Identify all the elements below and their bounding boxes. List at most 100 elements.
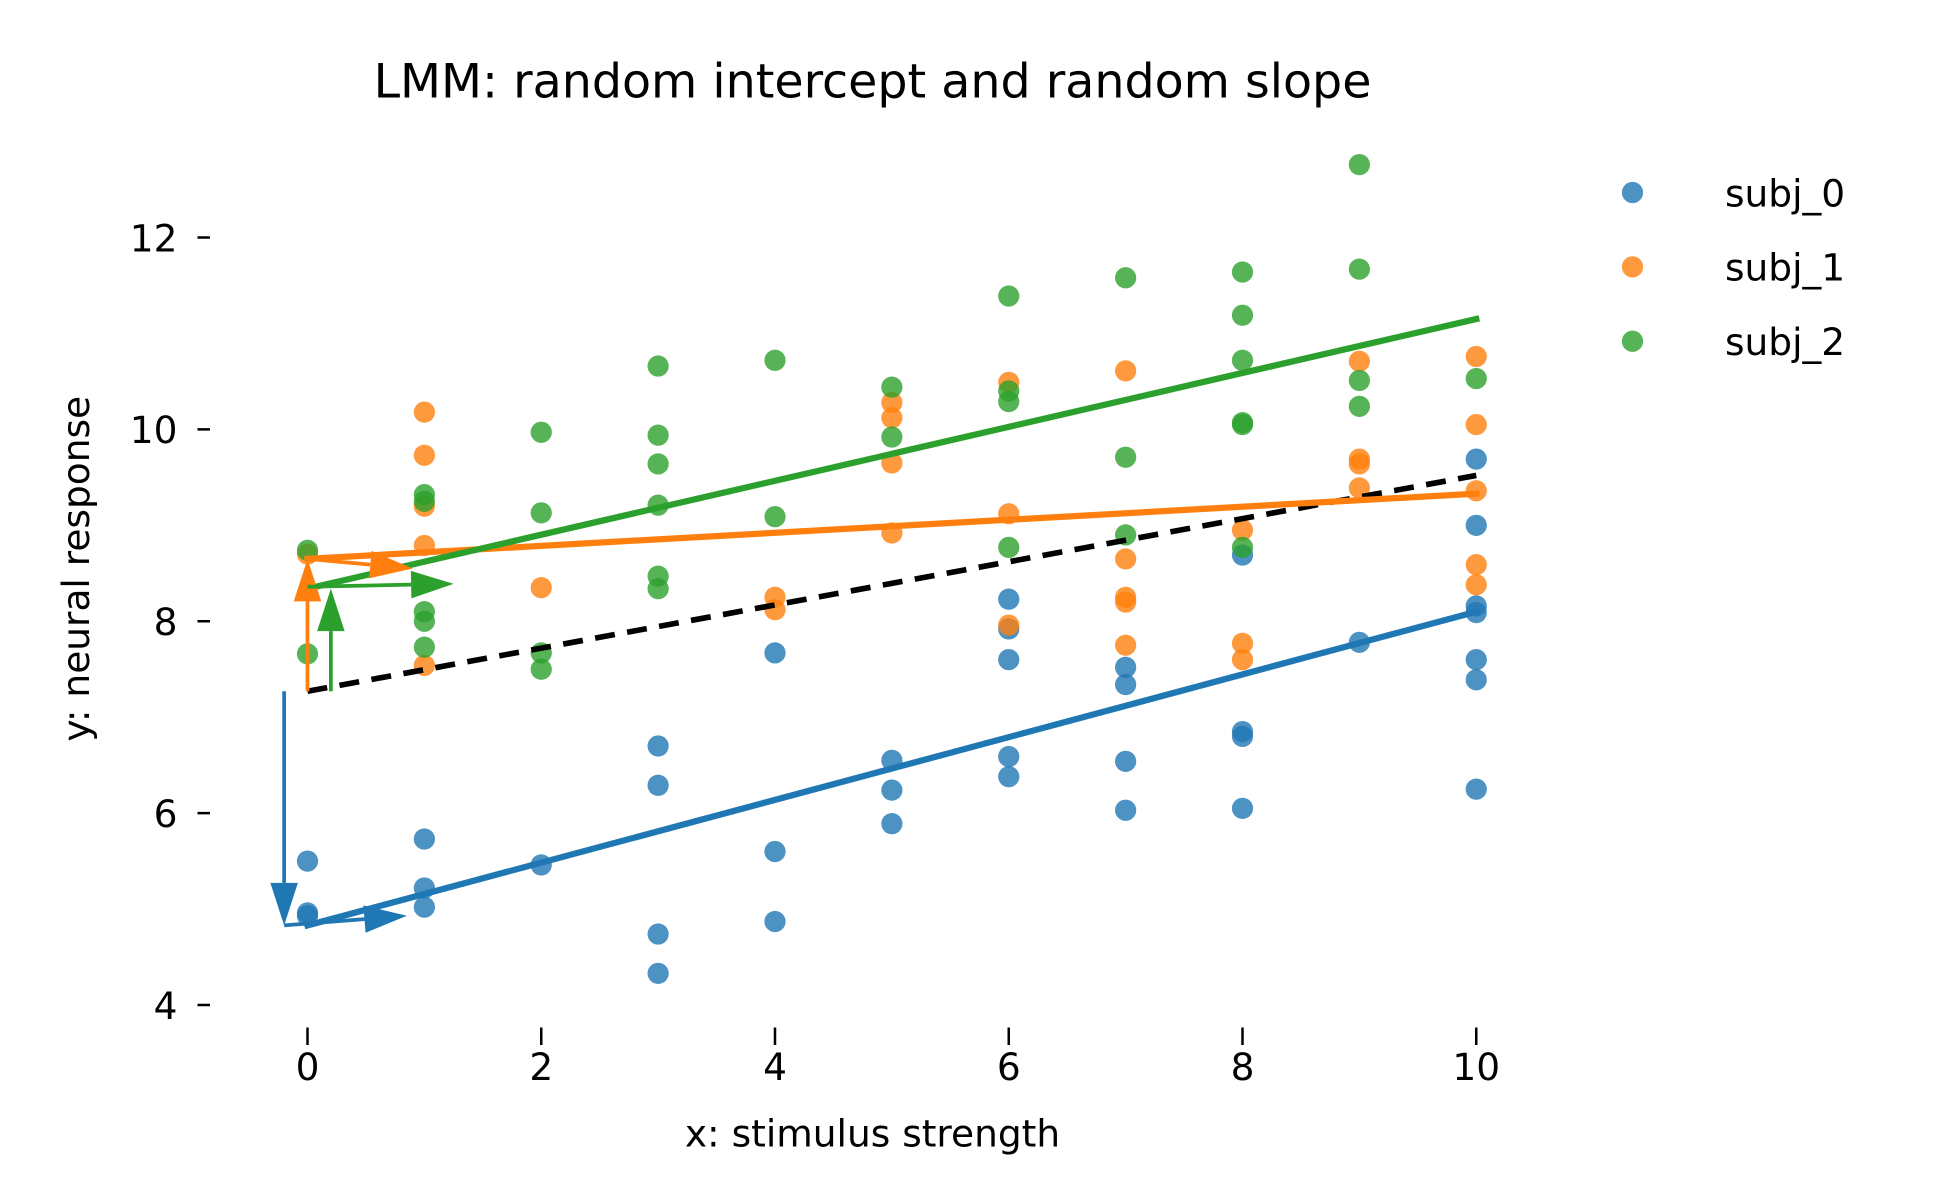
data-point-subj_0 xyxy=(764,840,786,863)
legend-marker-subj_1 xyxy=(1621,256,1644,278)
data-point-subj_2 xyxy=(530,502,552,524)
data-point-subj_0 xyxy=(1231,725,1254,747)
legend: subj_0 subj_1 subj_2 xyxy=(1621,171,1845,364)
data-point-subj_2 xyxy=(1231,536,1254,559)
data-point-subj_0 xyxy=(1115,750,1137,772)
data-point-subj_1 xyxy=(530,577,552,599)
data-point-subj_2 xyxy=(530,421,552,443)
data-point-subj_1 xyxy=(413,401,435,423)
data-point-subj_2 xyxy=(530,658,552,680)
arrow-head-icon xyxy=(363,905,407,933)
fit-line-subj_1 xyxy=(304,490,1480,563)
y-tick-label: 10 xyxy=(130,408,178,452)
data-point-subj_1 xyxy=(413,444,435,466)
data-point-subj_1 xyxy=(1231,519,1254,541)
legend-marker-subj_2 xyxy=(1621,330,1644,352)
data-point-subj_0 xyxy=(1231,797,1254,819)
data-point-subj_0 xyxy=(998,588,1020,610)
data-point-subj_0 xyxy=(647,923,669,945)
y-axis-label: y: neural response xyxy=(54,396,98,742)
legend-label: subj_0 xyxy=(1725,171,1845,215)
data-point-subj_0 xyxy=(764,910,786,933)
data-point-subj_2 xyxy=(647,453,669,475)
data-point-subj_0 xyxy=(1115,656,1137,678)
data-point-subj_0 xyxy=(1115,799,1137,821)
fixed-effect-line xyxy=(306,472,1477,695)
data-point-subj_1 xyxy=(1465,554,1487,576)
data-point-subj_1 xyxy=(764,599,786,621)
data-point-subj_2 xyxy=(1348,369,1370,392)
data-point-subj_0 xyxy=(647,962,669,984)
data-point-subj_1 xyxy=(1231,632,1254,654)
data-point-subj_1 xyxy=(881,407,903,429)
data-point-subj_1 xyxy=(1115,548,1137,570)
data-point-subj_0 xyxy=(413,828,435,850)
x-axis-label: x: stimulus strength xyxy=(685,1111,1060,1155)
data-point-subj_2 xyxy=(1231,261,1254,283)
axis-ticks: 0 2 4 6 8 10 4 6 8 10 12 xyxy=(130,216,1500,1089)
data-point-subj_0 xyxy=(1465,649,1487,671)
data-point-subj_0 xyxy=(296,850,319,872)
data-point-subj_1 xyxy=(1348,453,1370,475)
data-point-subj_0 xyxy=(998,745,1020,768)
data-point-subj_2 xyxy=(1231,413,1254,436)
data-point-subj_0 xyxy=(764,642,786,664)
fit-line-subj_0 xyxy=(303,607,1481,930)
data-point-subj_1 xyxy=(1115,591,1137,613)
data-point-subj_0 xyxy=(647,735,669,757)
data-point-subj_2 xyxy=(1115,446,1137,468)
y-tick-label: 6 xyxy=(154,792,178,836)
data-point-subj_2 xyxy=(413,610,435,632)
data-point-subj_1 xyxy=(1465,574,1487,596)
data-point-subj_1 xyxy=(1465,413,1487,436)
data-point-subj_0 xyxy=(413,896,435,918)
x-tick-label: 4 xyxy=(763,1045,787,1089)
data-point-subj_1 xyxy=(1348,350,1370,372)
legend-label: subj_2 xyxy=(1725,320,1845,364)
arrow-slope xyxy=(307,557,371,567)
x-tick-label: 8 xyxy=(1231,1045,1255,1089)
data-point-subj_1 xyxy=(1465,345,1487,368)
arrow-head-icon xyxy=(369,550,413,579)
data-point-subj_2 xyxy=(1348,153,1370,176)
data-point-subj_0 xyxy=(998,649,1020,671)
data-point-subj_2 xyxy=(1231,304,1254,326)
data-point-subj_2 xyxy=(1348,395,1370,417)
data-point-subj_1 xyxy=(998,614,1020,636)
data-point-subj_0 xyxy=(647,774,669,796)
data-point-subj_1 xyxy=(1115,634,1137,656)
data-point-subj_2 xyxy=(881,426,903,448)
data-point-subj_2 xyxy=(764,506,786,528)
data-point-subj_1 xyxy=(1115,360,1137,382)
data-point-subj_2 xyxy=(998,536,1020,559)
data-point-subj_0 xyxy=(1465,514,1487,536)
data-point-subj_2 xyxy=(764,349,786,371)
x-tick-label: 6 xyxy=(997,1045,1021,1089)
data-point-subj_0 xyxy=(1115,673,1137,696)
x-tick-label: 0 xyxy=(296,1045,320,1089)
y-tick-label: 12 xyxy=(130,216,178,260)
data-point-subj_0 xyxy=(998,766,1020,788)
data-point-subj_2 xyxy=(998,390,1020,413)
fit-line-subj_2 xyxy=(303,315,1480,593)
data-point-subj_2 xyxy=(1348,258,1370,280)
arrow-head-icon xyxy=(270,882,298,926)
data-point-subj_0 xyxy=(1465,448,1487,470)
data-point-subj_2 xyxy=(647,578,669,600)
data-point-subj_0 xyxy=(1465,669,1487,691)
data-point-subj_2 xyxy=(1115,267,1137,289)
legend-label: subj_1 xyxy=(1725,246,1845,290)
data-point-subj_2 xyxy=(413,490,435,512)
data-point-subj_0 xyxy=(881,779,903,801)
arrow-slope xyxy=(307,582,412,589)
data-point-subj_2 xyxy=(881,376,903,398)
arrow-head-icon xyxy=(410,570,454,599)
data-point-subj_0 xyxy=(1465,778,1487,800)
data-point-subj_2 xyxy=(413,636,435,658)
arrow-head-icon xyxy=(293,558,322,602)
y-tick-label: 4 xyxy=(154,984,178,1028)
data-point-subj_1 xyxy=(881,391,903,414)
data-point-subj_2 xyxy=(1231,349,1254,371)
x-tick-label: 2 xyxy=(529,1045,553,1089)
y-tick-label: 8 xyxy=(154,600,178,644)
